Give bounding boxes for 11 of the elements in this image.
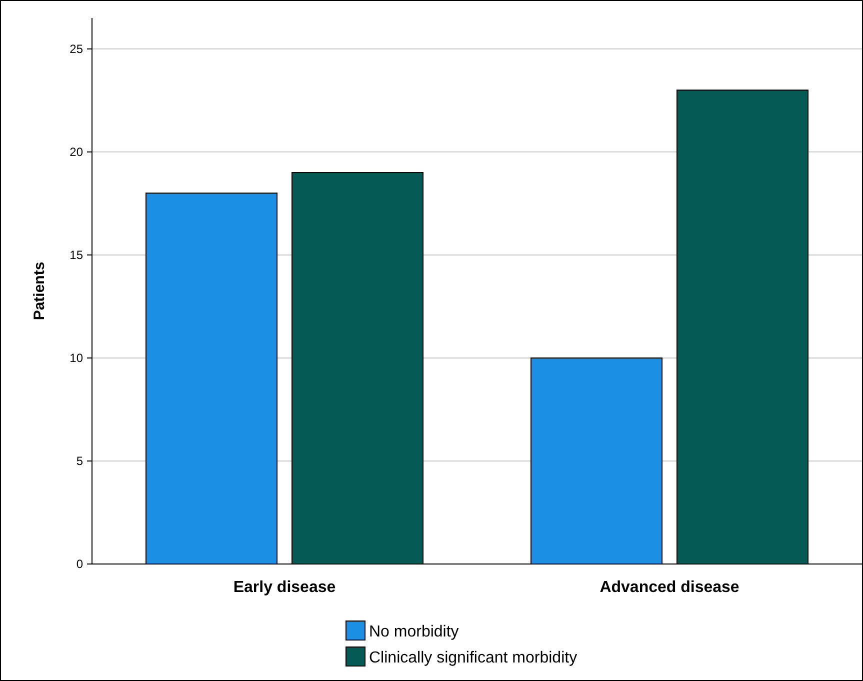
y-axis-title: Patients bbox=[31, 262, 48, 320]
y-tick-label: 15 bbox=[70, 248, 84, 262]
y-tick-label: 20 bbox=[70, 145, 84, 160]
legend-label: Clinically significant morbidity bbox=[369, 650, 578, 667]
y-tick-label: 0 bbox=[76, 557, 84, 572]
x-tick-label: Early disease bbox=[233, 579, 336, 596]
y-tick-label: 5 bbox=[76, 454, 84, 468]
y-tick-label: 10 bbox=[70, 351, 84, 366]
y-tick-label: 25 bbox=[70, 42, 84, 56]
legend-label: No morbidity bbox=[369, 624, 459, 641]
x-tick-label: Advanced disease bbox=[600, 579, 740, 596]
